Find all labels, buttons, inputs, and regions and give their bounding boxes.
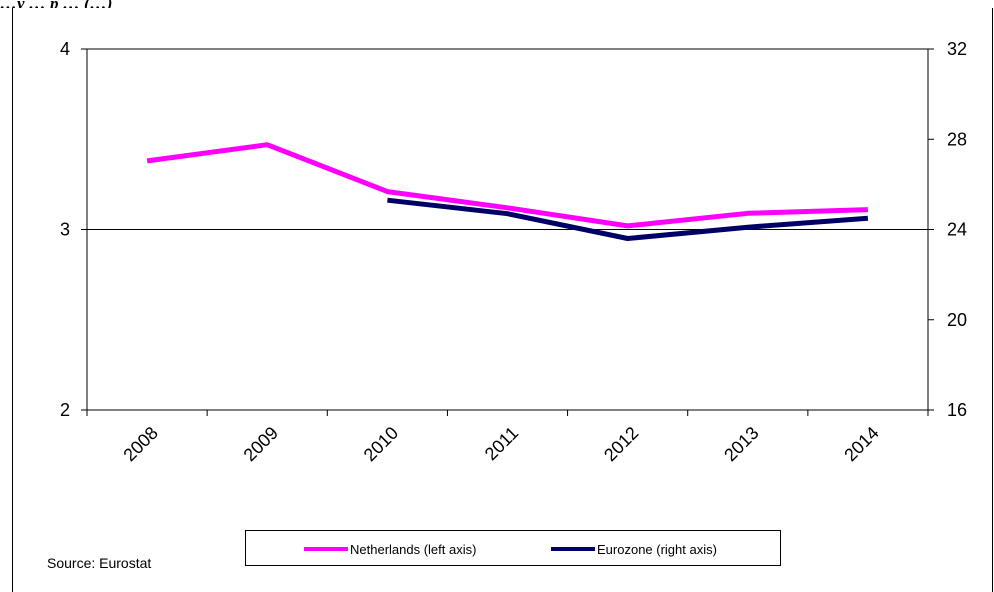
left-axis-tick-label: 2: [60, 400, 70, 420]
x-axis-tick-label: 2012: [600, 423, 642, 465]
legend-entry-eurozone: Eurozone (right axis): [551, 540, 717, 558]
x-axis-tick-label: 2013: [720, 423, 762, 465]
left-axis-tick-label: 3: [60, 220, 70, 240]
x-axis-tick-label: 2014: [840, 423, 882, 465]
left-axis-labels: 2 3 4: [60, 39, 70, 420]
right-axis-tick-label: 20: [947, 310, 967, 330]
legend: Netherlands (left axis) Eurozone (right …: [245, 530, 781, 566]
right-axis-tick-label: 28: [947, 129, 967, 149]
right-axis-tick-label: 16: [947, 400, 967, 420]
legend-swatch-eurozone: [551, 547, 595, 551]
x-axis-tick-label: 2009: [240, 423, 282, 465]
legend-entry-netherlands: Netherlands (left axis): [304, 540, 476, 558]
series-line-netherlands: [146, 142, 868, 229]
axis-ticks: [81, 48, 934, 416]
legend-label-eurozone: Eurozone (right axis): [597, 541, 717, 557]
legend-label-netherlands: Netherlands (left axis): [350, 541, 477, 557]
chart-title-fragment: …y … p … (…): [0, 0, 994, 8]
x-axis-tick-label: 2011: [481, 423, 523, 465]
right-axis-tick-label: 24: [947, 220, 967, 240]
left-axis-tick-label: 4: [60, 39, 70, 59]
right-axis-labels: 16 20 24 28 32: [947, 39, 967, 420]
right-axis-tick-label: 32: [947, 39, 967, 59]
series-line-eurozone: [387, 197, 869, 241]
source-note: Source: Eurostat: [47, 555, 152, 571]
x-axis-labels: 2008 2009 2010 2011 2012 2013 2014: [119, 423, 882, 465]
series-lines: [146, 142, 869, 241]
chart-frame: [12, 8, 993, 592]
x-axis-tick-label: 2010: [360, 423, 402, 465]
x-axis-tick-label: 2008: [119, 423, 161, 465]
legend-swatch-netherlands: [304, 547, 348, 551]
